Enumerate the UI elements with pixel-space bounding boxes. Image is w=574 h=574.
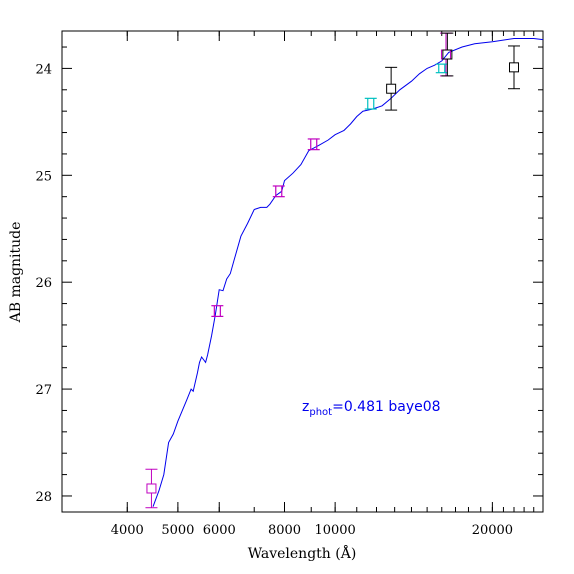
x-axis-title: Wavelength (Å)	[248, 544, 357, 562]
annotation-prefix: z	[302, 399, 309, 415]
x-tick-label: 4000	[111, 523, 144, 538]
data-point	[211, 305, 224, 317]
point-square	[386, 83, 397, 94]
data-point	[307, 138, 320, 151]
y-tick-label: 24	[35, 62, 52, 77]
axis-tick-labels: 24 25 26 27 28 4000 5000 6000 8000 10000 20000	[35, 62, 513, 538]
x-tick-label: 8000	[268, 523, 301, 538]
x-tick-label: 5000	[161, 523, 194, 538]
point-square	[146, 483, 157, 494]
data-point	[439, 32, 452, 77]
axis-ticks	[61, 31, 544, 512]
annotation-subscript: phot	[309, 407, 332, 418]
y-tick-label: 28	[35, 490, 52, 505]
plot-frame	[61, 30, 544, 513]
y-tick-label: 27	[35, 383, 52, 398]
point-square	[508, 62, 519, 73]
x-tick-label: 20000	[472, 523, 513, 538]
data-point	[272, 185, 285, 198]
data-point	[507, 45, 520, 90]
y-tick-label: 26	[35, 276, 52, 291]
y-axis-title: AB magnitude	[8, 222, 24, 324]
x-tick-label: 6000	[203, 523, 236, 538]
model-sed-line	[152, 38, 544, 507]
annotation-text: =0.481 baye08	[332, 399, 440, 415]
photo-z-annotation: zphot=0.481 baye08	[302, 399, 441, 418]
data-point	[145, 468, 158, 509]
data-point	[435, 63, 448, 74]
y-tick-label: 25	[35, 169, 52, 184]
data-point	[385, 66, 398, 111]
chart-marks	[145, 32, 544, 509]
data-point	[441, 32, 454, 77]
x-tick-label: 10000	[314, 523, 355, 538]
data-point	[364, 97, 377, 110]
